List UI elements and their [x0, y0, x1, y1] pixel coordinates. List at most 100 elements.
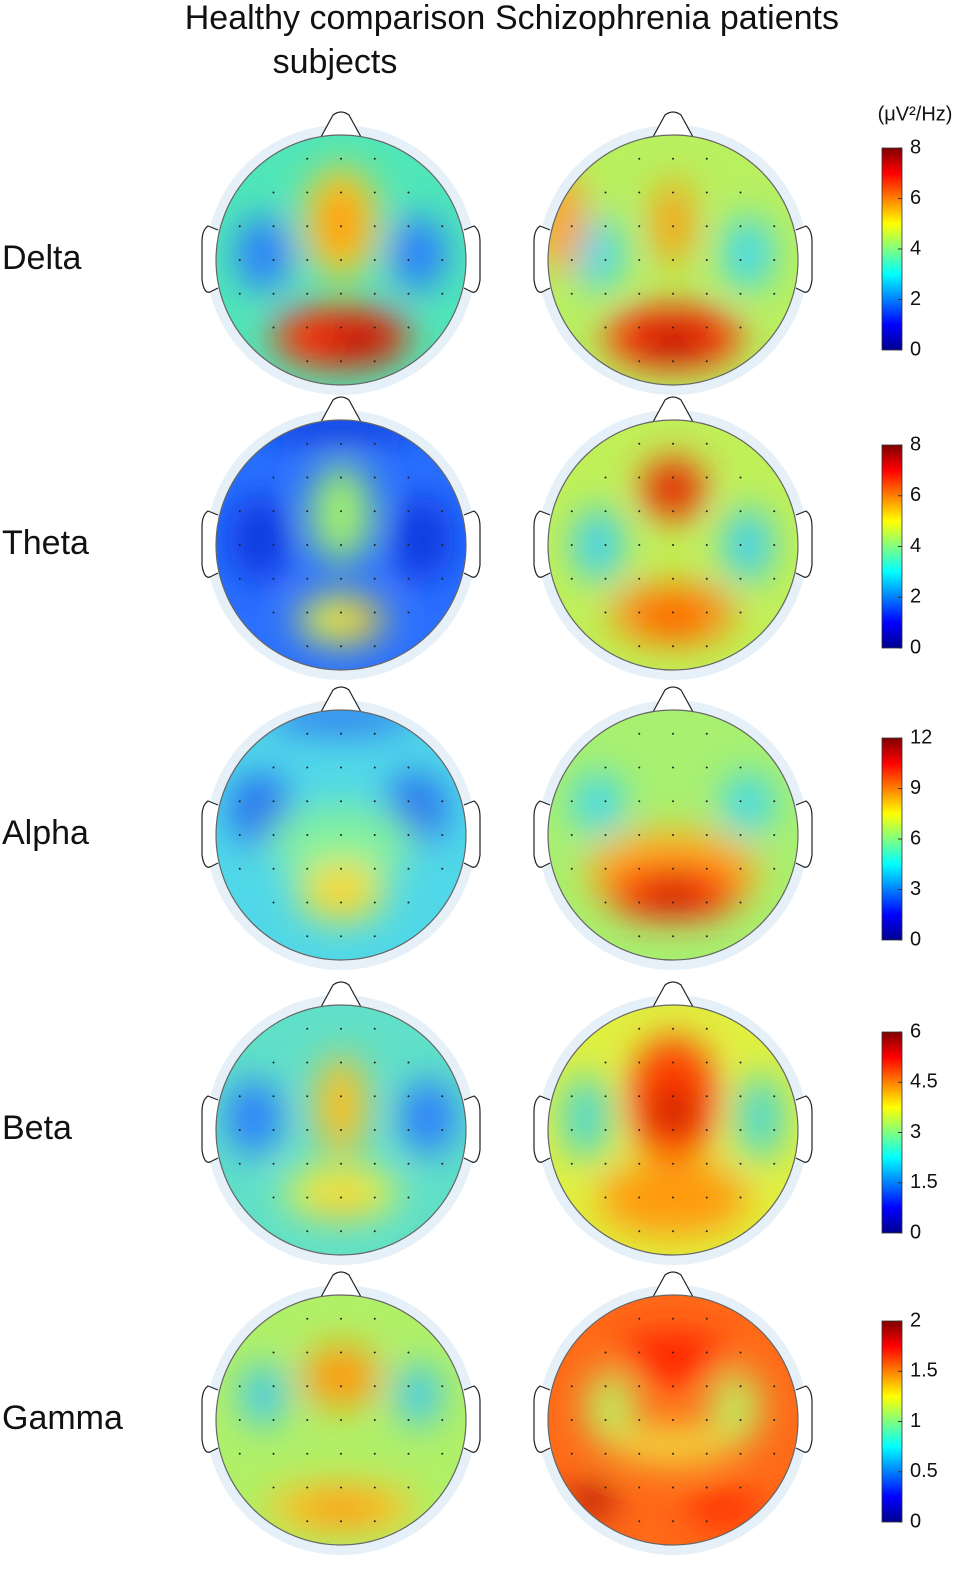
electrode	[672, 1061, 674, 1064]
electrode	[340, 326, 342, 329]
heat-blob	[303, 1345, 379, 1408]
electrode	[739, 510, 742, 513]
electrode	[638, 292, 641, 295]
electrode	[705, 1230, 708, 1233]
row-label: Beta	[2, 1109, 72, 1147]
electrode	[306, 732, 309, 735]
electrode	[373, 732, 376, 735]
electrode	[238, 577, 241, 580]
heat-blobs	[560, 1036, 786, 1237]
electrode	[373, 1162, 376, 1165]
electrode	[638, 191, 641, 194]
nose	[320, 396, 362, 423]
nose	[320, 981, 362, 1008]
electrode	[739, 476, 742, 479]
ear	[533, 510, 551, 578]
electrode	[739, 1385, 742, 1388]
colorbar-tick-label: 3	[910, 878, 921, 900]
electrode	[570, 800, 573, 803]
electrode	[272, 834, 275, 836]
electrode	[638, 800, 641, 803]
electrode	[773, 1095, 776, 1098]
electrode	[672, 1351, 674, 1354]
topomap	[201, 111, 481, 395]
heat-blob	[303, 1497, 379, 1523]
electrode	[705, 544, 708, 546]
electrode	[272, 259, 275, 261]
electrode	[739, 1486, 742, 1489]
electrode	[638, 766, 641, 769]
ear	[201, 1385, 219, 1453]
electrode	[373, 259, 376, 261]
electrode	[739, 611, 742, 614]
electrode	[306, 1351, 309, 1354]
heat-blob	[228, 495, 291, 583]
head-outline	[547, 419, 799, 671]
electrode	[672, 1162, 674, 1165]
electrode	[705, 611, 708, 614]
electrode	[407, 611, 410, 614]
electrode	[407, 544, 410, 546]
electrode	[739, 867, 742, 870]
nose	[320, 1271, 362, 1298]
electrode	[306, 800, 309, 803]
electrode	[340, 834, 342, 836]
electrode	[306, 1317, 309, 1320]
topomap	[201, 396, 481, 680]
column-title: Healthy comparison subjects	[184, 0, 486, 81]
electrode	[638, 225, 641, 228]
heat-blob	[635, 327, 711, 358]
electrode	[238, 292, 241, 295]
electrode	[638, 1486, 641, 1489]
heat-blob	[323, 185, 359, 260]
heat-blobs	[241, 1345, 441, 1533]
electrode	[407, 259, 410, 261]
electrode	[272, 611, 275, 614]
electrode	[306, 935, 309, 938]
electrode	[238, 834, 241, 836]
electrode	[705, 1061, 708, 1064]
head-outline	[215, 1004, 467, 1256]
electrode	[272, 1419, 275, 1421]
heat-blob	[548, 172, 586, 273]
electrode	[638, 1129, 641, 1131]
electrode	[373, 1129, 376, 1131]
head-outline	[215, 419, 467, 671]
electrode	[604, 1385, 607, 1388]
electrode	[373, 191, 376, 194]
ear	[795, 1095, 813, 1163]
electrode	[407, 326, 410, 329]
heat-blob	[610, 1426, 736, 1464]
electrode	[638, 1027, 641, 1030]
heat	[216, 1295, 466, 1545]
electrode	[570, 1452, 573, 1455]
heat-blob	[648, 878, 698, 904]
electrode	[672, 1196, 674, 1199]
electrode	[672, 800, 674, 803]
heat-blob	[344, 610, 375, 630]
topomap	[533, 686, 813, 970]
electrode	[407, 1095, 410, 1098]
electrode	[306, 1061, 309, 1064]
electrode	[272, 1351, 275, 1354]
colorbar-tick-label: 0	[910, 636, 921, 658]
electrode	[638, 1162, 641, 1165]
electrode	[604, 901, 607, 904]
electrode	[604, 1452, 607, 1455]
electrode	[272, 766, 275, 769]
electrode	[672, 935, 674, 938]
electrode	[373, 645, 376, 648]
electrode	[638, 1095, 641, 1098]
electrode	[306, 1027, 309, 1030]
electrode	[705, 510, 708, 513]
colorbar-tick-label: 6	[910, 1020, 921, 1042]
electrode	[407, 1452, 410, 1455]
electrode	[705, 1162, 708, 1165]
electrode	[306, 259, 309, 261]
electrode	[340, 1351, 342, 1354]
electrode	[739, 1129, 742, 1131]
electrode	[705, 326, 708, 329]
electrode	[604, 292, 607, 295]
electrode	[705, 442, 708, 445]
